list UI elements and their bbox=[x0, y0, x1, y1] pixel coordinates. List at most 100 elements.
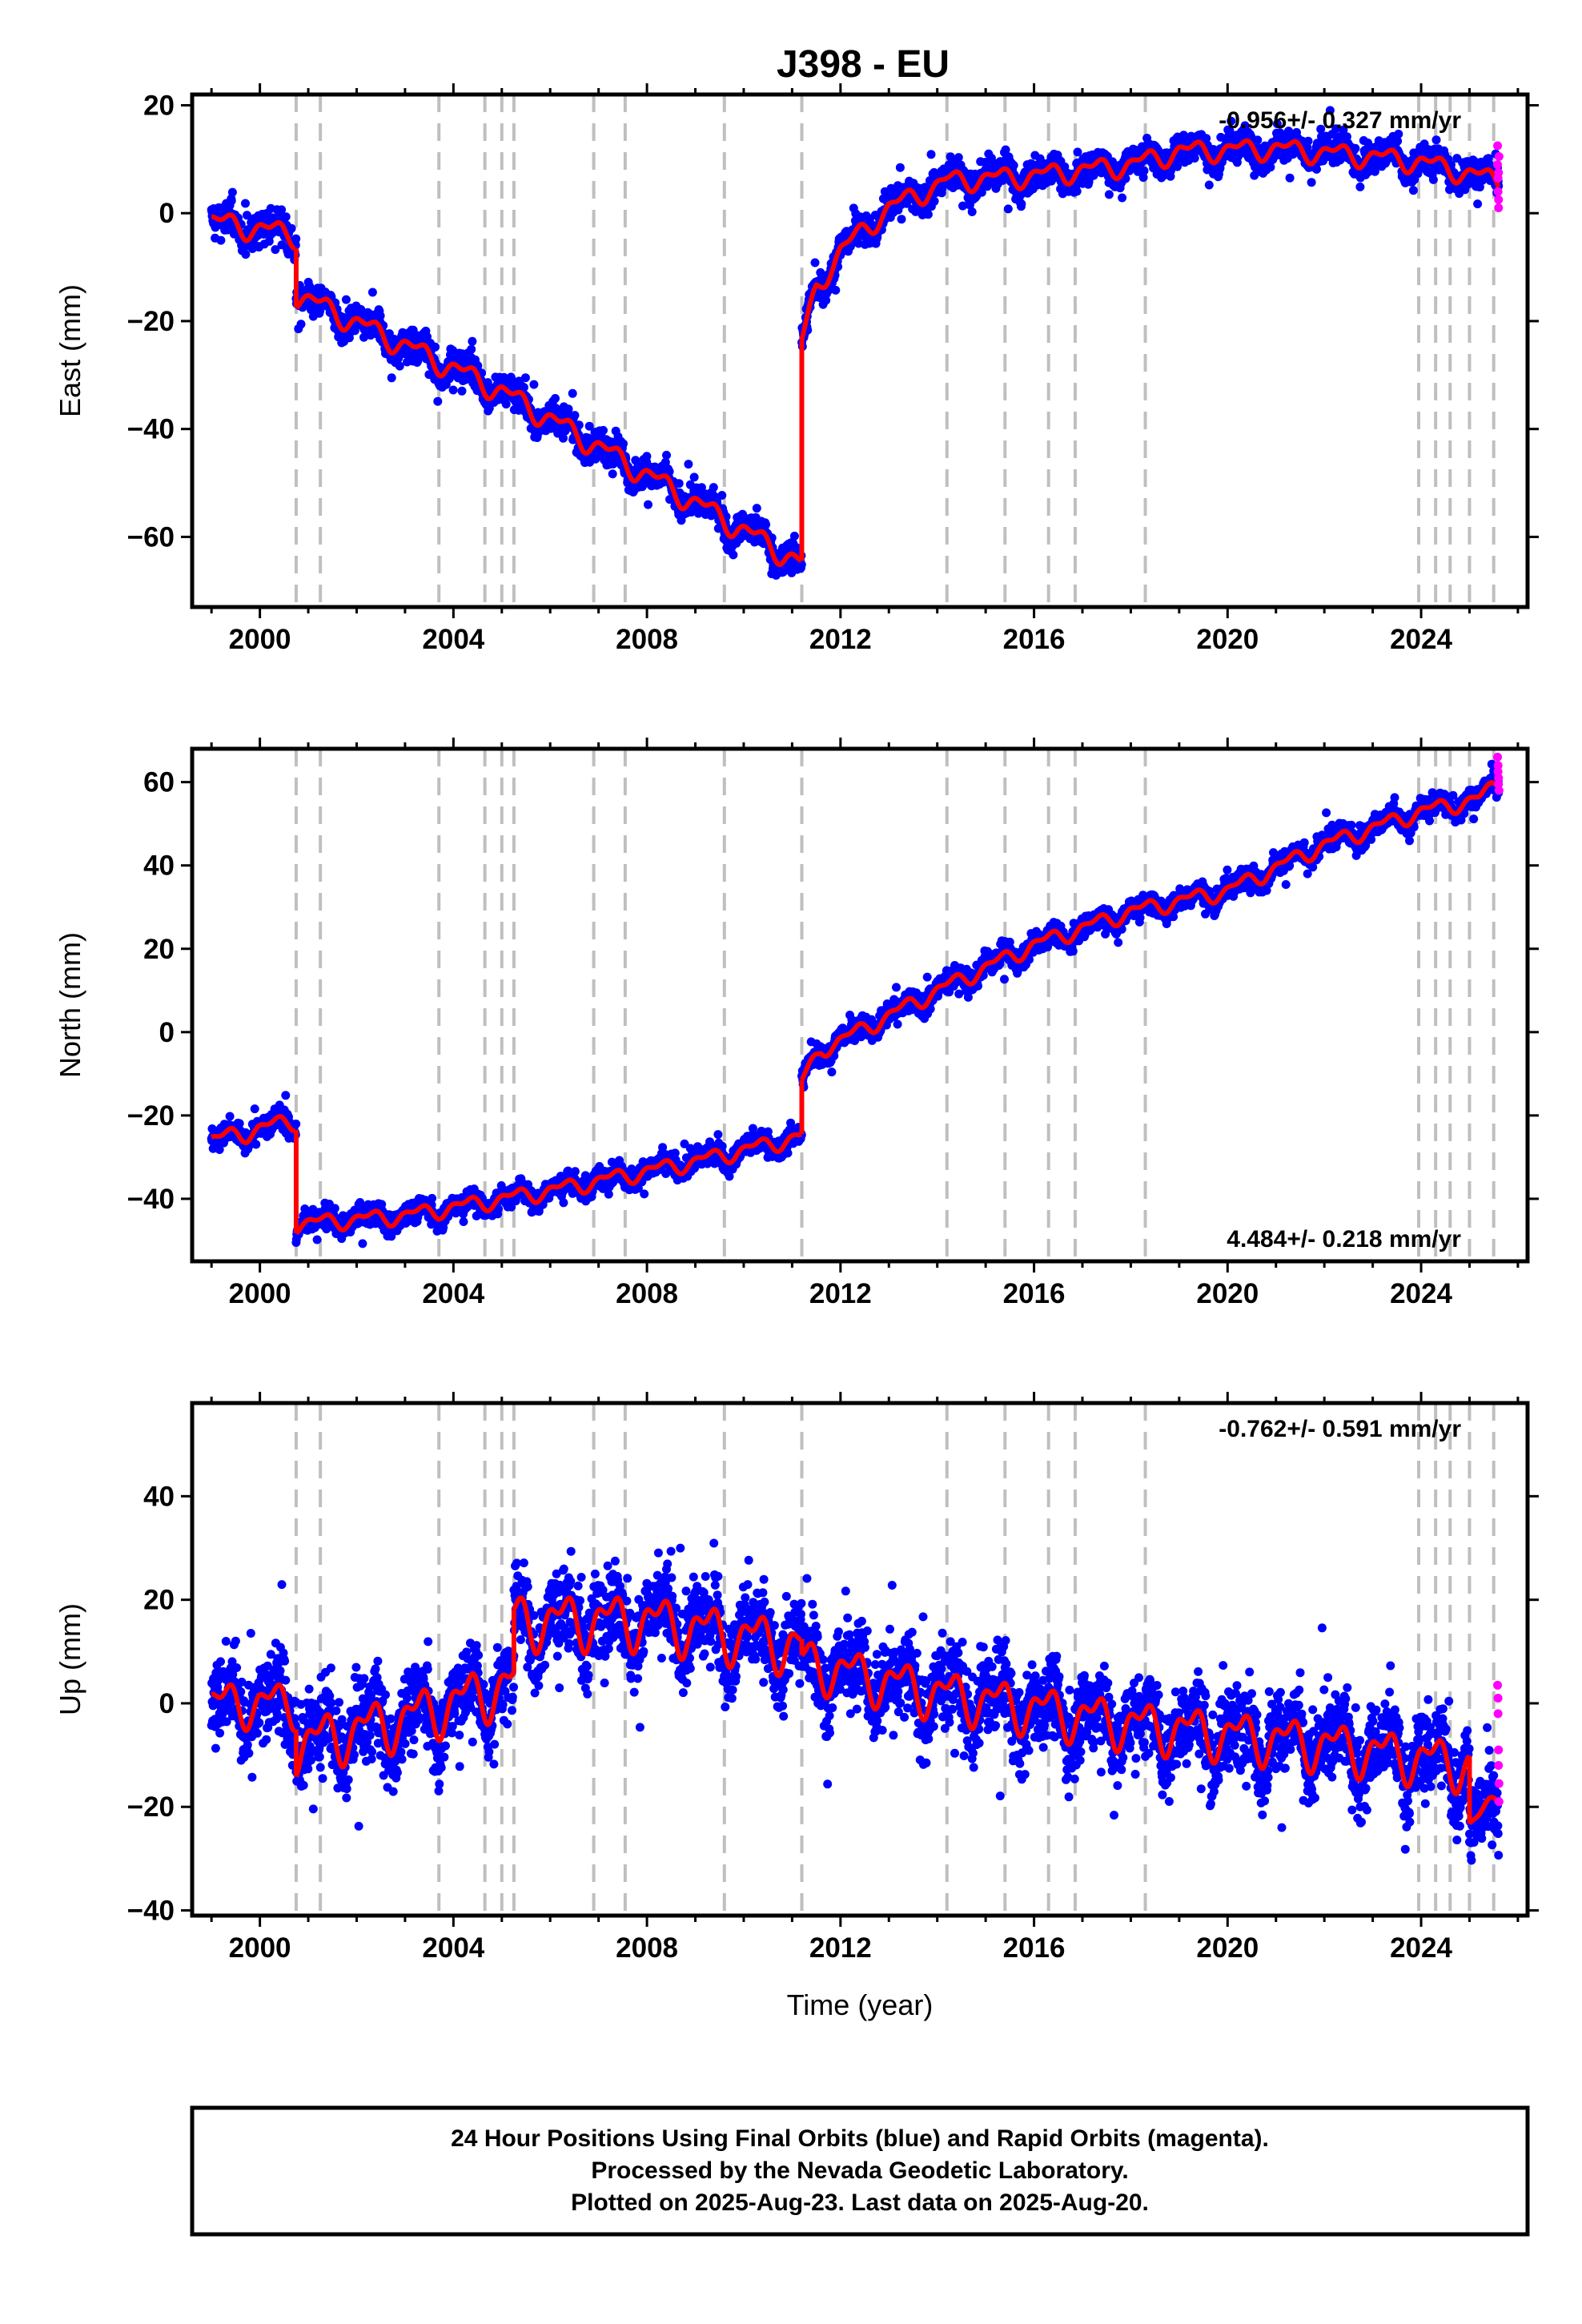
final-orbit-point bbox=[564, 404, 573, 414]
rapid-orbit-point bbox=[1493, 141, 1503, 151]
final-orbit-point bbox=[225, 1112, 235, 1121]
final-orbit-point bbox=[1139, 166, 1149, 175]
final-orbit-point bbox=[642, 452, 652, 461]
final-orbit-point bbox=[570, 411, 580, 420]
final-orbit-point bbox=[433, 396, 443, 406]
final-orbit-point bbox=[729, 550, 738, 560]
final-orbit-point bbox=[1009, 161, 1018, 170]
final-orbit-point bbox=[341, 295, 351, 304]
final-orbit-point bbox=[761, 520, 771, 529]
final-orbit-point bbox=[281, 1091, 291, 1100]
y-tick-label: 20 bbox=[143, 90, 175, 121]
final-orbit-point bbox=[568, 388, 577, 398]
final-orbit-point bbox=[271, 245, 280, 255]
final-orbit-point bbox=[375, 311, 385, 320]
y-tick-label: −40 bbox=[127, 414, 175, 445]
final-orbit-point bbox=[689, 472, 699, 482]
final-orbit-point bbox=[967, 207, 977, 216]
final-orbit-point bbox=[448, 385, 458, 395]
final-orbit-point bbox=[358, 1239, 367, 1248]
final-orbit-point bbox=[387, 373, 396, 383]
final-orbit-point bbox=[930, 196, 939, 206]
rate-label: -0.956+/- 0.327 mm/yr bbox=[1219, 107, 1461, 134]
final-orbit-point bbox=[923, 210, 933, 219]
final-orbit-point bbox=[281, 212, 291, 222]
rapid-orbit-point bbox=[1494, 168, 1504, 178]
final-orbit-point bbox=[1408, 186, 1418, 195]
rapid-orbit-point bbox=[1494, 195, 1504, 204]
final-orbit-point bbox=[897, 215, 906, 224]
rapid-orbit-point bbox=[1493, 187, 1503, 196]
final-orbit-point bbox=[1307, 178, 1316, 187]
final-orbit-point bbox=[1285, 173, 1295, 183]
final-orbit-point bbox=[608, 469, 617, 479]
final-orbit-point bbox=[459, 1217, 468, 1226]
final-orbit-point bbox=[752, 504, 761, 513]
final-orbit-point bbox=[551, 394, 560, 403]
final-orbit-point bbox=[330, 1204, 339, 1213]
final-orbit-point bbox=[789, 531, 799, 541]
final-orbit-point bbox=[227, 187, 237, 197]
final-orbit-point bbox=[501, 400, 511, 409]
x-tick-label: 2004 bbox=[422, 624, 484, 655]
final-orbit-point bbox=[662, 450, 671, 460]
final-orbit-point bbox=[1303, 136, 1313, 146]
final-orbit-point bbox=[1003, 204, 1013, 214]
final-orbit-point bbox=[312, 1235, 322, 1244]
final-orbit-point bbox=[241, 250, 251, 259]
final-orbit-point bbox=[1351, 143, 1360, 153]
final-orbit-point bbox=[241, 199, 250, 208]
final-orbit-point bbox=[291, 234, 301, 243]
final-orbit-point bbox=[810, 258, 820, 267]
rapid-orbit-point bbox=[1494, 151, 1504, 161]
final-orbit-point bbox=[287, 223, 296, 233]
final-orbit-point bbox=[1072, 187, 1082, 196]
final-orbit-point bbox=[1355, 182, 1365, 191]
final-orbit-point bbox=[709, 483, 718, 493]
rapid-orbit-point bbox=[1494, 203, 1504, 212]
x-tick-label: 2020 bbox=[1196, 624, 1259, 655]
final-orbit-point bbox=[467, 344, 476, 354]
final-orbit-point bbox=[1104, 190, 1114, 199]
final-orbit-point bbox=[250, 1104, 259, 1114]
final-orbit-point bbox=[619, 439, 628, 448]
final-orbit-point bbox=[1428, 175, 1438, 184]
final-orbit-point bbox=[1204, 180, 1214, 190]
x-tick-label: 2012 bbox=[809, 624, 872, 655]
y-axis-label: East (mm) bbox=[54, 284, 86, 417]
y-tick-label: 0 bbox=[159, 198, 175, 229]
final-orbit-point bbox=[520, 373, 530, 383]
final-orbit-point bbox=[251, 1140, 261, 1149]
y-tick-label: −20 bbox=[127, 306, 175, 337]
final-orbit-point bbox=[831, 285, 841, 295]
final-orbit-point bbox=[1173, 162, 1182, 171]
x-tick-label: 2008 bbox=[616, 624, 678, 655]
final-orbit-point bbox=[367, 287, 377, 297]
final-orbit-point bbox=[674, 479, 684, 489]
final-orbit-point bbox=[1253, 135, 1263, 145]
final-orbit-point bbox=[1118, 193, 1127, 203]
final-orbit-point bbox=[457, 386, 467, 396]
final-orbit-point bbox=[428, 1193, 437, 1203]
final-orbit-point bbox=[1017, 199, 1026, 209]
final-orbit-point bbox=[529, 380, 539, 389]
final-orbit-point bbox=[1266, 163, 1275, 172]
final-orbit-point bbox=[468, 336, 477, 346]
x-tick-label: 2016 bbox=[1003, 624, 1066, 655]
final-orbit-point bbox=[227, 196, 236, 206]
final-orbit-point bbox=[1431, 135, 1441, 145]
east-panel: 2000 2004 2008 2012 2016 2020 2024 20 0 −20 −40 −60… bbox=[54, 83, 1539, 655]
x-tick-label: 2024 bbox=[1390, 624, 1452, 655]
final-orbit-point bbox=[684, 460, 693, 469]
final-orbit-point bbox=[1312, 164, 1321, 174]
x-tick-label: 2000 bbox=[229, 624, 291, 655]
final-orbit-point bbox=[599, 425, 608, 435]
rapid-orbit-point bbox=[1493, 160, 1503, 170]
y-tick-label: −60 bbox=[127, 521, 175, 553]
final-orbit-point bbox=[1473, 199, 1483, 209]
final-orbit-point bbox=[1073, 147, 1082, 157]
final-orbit-point bbox=[717, 491, 727, 500]
final-orbit-point bbox=[216, 235, 226, 245]
